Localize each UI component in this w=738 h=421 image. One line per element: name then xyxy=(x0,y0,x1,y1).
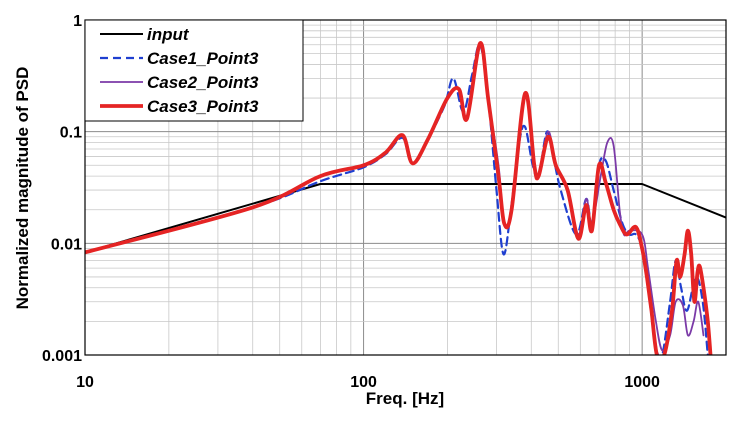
y-tick-label: 0.01 xyxy=(51,236,82,253)
series-line-input xyxy=(85,183,726,254)
plot-frame xyxy=(84,19,727,356)
y-tick-label: 1 xyxy=(73,13,82,30)
legend-label: input xyxy=(147,25,190,44)
x-tick-label: 1000 xyxy=(624,374,660,391)
legend: input Case1_Point3 Case2_Point3 Case3_Point… xyxy=(84,19,304,122)
legend-label: Case1_Point3 xyxy=(147,49,259,68)
x-tick-label: 10 xyxy=(76,374,94,391)
series-line-case1-point3 xyxy=(85,43,709,355)
legend-label: Case3_Point3 xyxy=(147,97,259,116)
tick-labels: 10 100 1000 0.001 0.01 0.1 1 xyxy=(42,13,660,391)
y-tick-label: 0.001 xyxy=(42,348,82,365)
legend-label: Case2_Point3 xyxy=(147,73,259,92)
x-axis-label: Freq. [Hz] xyxy=(366,389,444,408)
y-axis-label: Normalized magnitude of PSD xyxy=(13,67,32,310)
series-group xyxy=(85,41,726,355)
y-tick-label: 0.1 xyxy=(60,125,82,142)
x-tick-label: 100 xyxy=(350,374,377,391)
series-line-case3-point3 xyxy=(85,41,713,355)
